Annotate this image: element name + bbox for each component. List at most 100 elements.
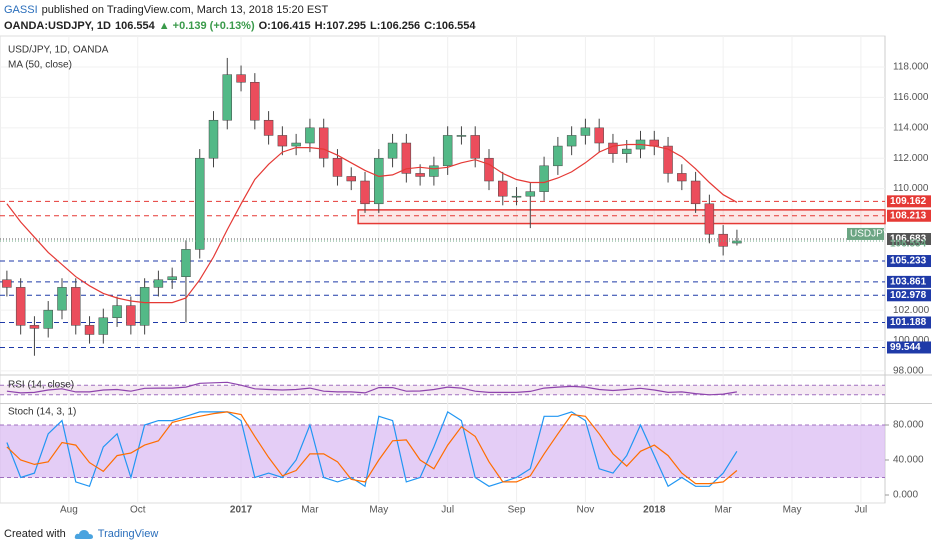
candle-body [470, 135, 480, 159]
x-tick-label: Mar [301, 505, 319, 516]
y-tick-label: 110.000 [893, 183, 929, 194]
y-tick-label: 80.000 [893, 420, 924, 431]
candle-body [498, 180, 508, 197]
level-label: 102.978 [890, 290, 927, 301]
close: C:106.554 [424, 20, 476, 32]
candle-body [622, 148, 632, 154]
candle-body [346, 176, 356, 182]
author[interactable]: GASSI [4, 4, 38, 16]
candle-body [525, 191, 536, 197]
candle-body [29, 325, 40, 329]
candle-body [277, 135, 288, 147]
symbol-tag-box [847, 227, 884, 240]
level-tag [887, 316, 931, 329]
last-price-label: 106.554 [890, 239, 927, 250]
candle-body [580, 127, 591, 136]
candle-body [442, 135, 453, 167]
candle-body [318, 127, 329, 159]
candle-body [222, 74, 233, 121]
candle-body [126, 305, 136, 326]
series-line [6, 143, 738, 304]
candle-body [250, 81, 260, 121]
candle-body [71, 287, 81, 326]
zone [357, 209, 886, 225]
level-label: 105.233 [890, 256, 927, 267]
candle-body [43, 309, 53, 329]
candle-body [84, 325, 95, 335]
candle-body [236, 74, 246, 83]
candle-body [263, 119, 274, 136]
logo [74, 530, 93, 539]
x-tick-label: Mar [715, 505, 733, 516]
x-tick-label: Jul [854, 505, 867, 516]
candle-body [594, 127, 604, 144]
pane-title: RSI (14, close) [8, 380, 74, 391]
published: published on TradingView.com, March 13, … [41, 4, 329, 16]
band [0, 425, 885, 478]
candle-body [153, 279, 164, 288]
candle-body [704, 203, 715, 235]
level-label: 99.544 [890, 342, 921, 353]
candle-body [332, 157, 343, 177]
candle-body [429, 165, 439, 177]
brand[interactable]: TradingView [97, 528, 159, 540]
candle-body [663, 145, 673, 174]
x-tick-label: Nov [577, 505, 595, 516]
candle-body [566, 135, 577, 147]
last-price: 106.554 [114, 20, 155, 32]
candle-body [718, 233, 728, 247]
candle-body [415, 173, 425, 177]
y-tick-label: 114.000 [893, 122, 929, 133]
y-tick-label: 40.000 [893, 455, 924, 466]
candle-body [387, 142, 398, 159]
candle-body [112, 305, 122, 319]
level-tag [887, 255, 931, 268]
candle-body [690, 180, 701, 205]
symbol-tag: USDJPY [850, 229, 890, 240]
level-tag [887, 289, 931, 302]
legend-entry: MA (50, close) [8, 60, 72, 71]
x-tick-label: 2017 [230, 505, 253, 516]
reference-tag [887, 233, 931, 246]
candle-body [677, 173, 687, 182]
candle-body [57, 287, 67, 311]
level-tag [887, 275, 931, 288]
series-line [6, 411, 738, 485]
candle-body [2, 279, 12, 288]
candle-body [208, 119, 219, 159]
x-tick-label: May [783, 505, 802, 516]
candle-body [98, 317, 109, 335]
chart: Aug Oct 2017 Mar May Jul Sep Nov 2018 Mar May Jul 11… [0, 35, 932, 516]
y-tick-label: 116.000 [893, 92, 929, 103]
y-tick-label: 100.000 [893, 335, 930, 346]
candle-body [139, 287, 150, 326]
level-label: 109.162 [890, 196, 927, 207]
level-tag [887, 209, 931, 222]
y-tick-label: 98.000 [893, 366, 924, 377]
header: GASSI published on TradingView.com, March… [4, 2, 480, 34]
x-tick-label: Aug [60, 505, 78, 516]
level-label: 103.861 [890, 277, 927, 288]
high: H:107.295 [314, 20, 366, 32]
candle-body [195, 157, 205, 250]
created-with: Created with [4, 528, 66, 540]
y-tick-label: 0.000 [893, 490, 918, 501]
series-line [6, 411, 738, 488]
candle-body [456, 135, 467, 137]
x-tick-label: Jul [441, 505, 454, 516]
candle-body [15, 287, 26, 326]
y-tick-label: 102.000 [893, 305, 930, 316]
footer: Created with TradingView [4, 528, 158, 540]
candle-body [401, 142, 412, 174]
chart-title: USD/JPY, 1D, OANDA [8, 45, 109, 56]
candle-body [511, 195, 522, 198]
candle-body [360, 180, 370, 205]
candle-body [291, 142, 301, 147]
x-tick-label: 2018 [643, 505, 666, 516]
open: O:106.415 [258, 20, 311, 32]
pane-title: Stoch (14, 3, 1) [8, 407, 76, 418]
candle-body [553, 145, 563, 167]
x-tick-label: May [369, 505, 388, 516]
series-line [6, 381, 737, 396]
